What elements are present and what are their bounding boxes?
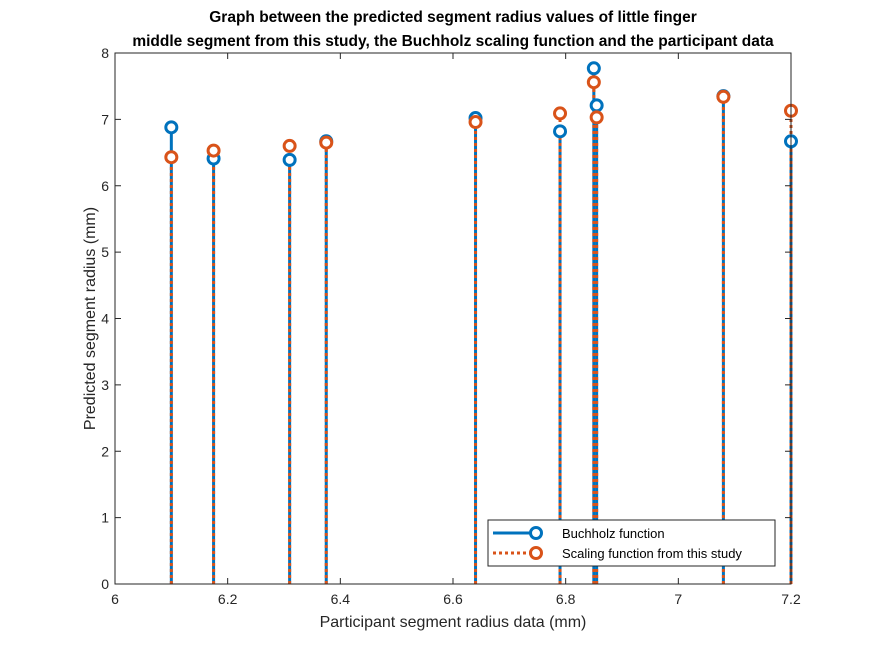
y-axis-ticks: 0 1 2 3 4 5 6 7 8 <box>101 45 791 592</box>
stem-marker-scaling <box>716 89 731 104</box>
x-tick-label: 6.8 <box>556 591 576 607</box>
stem-marker-buchholz <box>282 152 297 167</box>
y-tick-label: 7 <box>101 111 109 127</box>
x-tick-label: 6.4 <box>331 591 351 607</box>
plot-area <box>115 53 791 584</box>
stem-marker-scaling <box>586 75 601 90</box>
stem-marker-scaling <box>589 110 604 125</box>
legend-marker-buchholz <box>529 526 543 540</box>
y-axis-label: Predicted segment radius (mm) <box>82 207 99 430</box>
y-tick-label: 1 <box>101 510 109 526</box>
legend-label-scaling: Scaling function from this study <box>562 546 742 561</box>
y-tick-label: 5 <box>101 244 109 260</box>
legend-label-buchholz: Buchholz function <box>562 526 665 541</box>
stem-marker-scaling <box>319 135 334 150</box>
y-tick-label: 8 <box>101 45 109 61</box>
x-tick-label: 6.2 <box>218 591 238 607</box>
legend-marker-scaling <box>529 546 543 560</box>
legend-item-scaling: Scaling function from this study <box>493 546 742 561</box>
y-tick-label: 2 <box>101 443 109 459</box>
x-axis-label: Participant segment radius data (mm) <box>320 614 587 631</box>
x-tick-label: 6.6 <box>443 591 463 607</box>
chart-title-line-1: Graph between the predicted segment radi… <box>209 9 697 26</box>
stem-lines <box>169 68 793 584</box>
x-tick-label: 7 <box>674 591 682 607</box>
stem-marker-scaling <box>553 106 568 121</box>
y-tick-label: 6 <box>101 178 109 194</box>
stem-marker-scaling <box>164 150 179 165</box>
legend: Buchholz function Scaling function from … <box>487 519 776 567</box>
stem-series <box>164 61 798 584</box>
stem-marker-buchholz <box>589 98 604 113</box>
stem-marker-scaling <box>206 143 221 158</box>
stem-marker-scaling <box>282 138 297 153</box>
legend-item-buchholz: Buchholz function <box>493 526 665 541</box>
stem-marker-buchholz <box>586 61 601 76</box>
stem-marker-buchholz <box>553 124 568 139</box>
x-tick-label: 6 <box>111 591 119 607</box>
stem-marker-scaling <box>468 115 483 130</box>
stem-marker-buchholz <box>164 120 179 135</box>
x-tick-label: 7.2 <box>781 591 801 607</box>
y-tick-label: 3 <box>101 377 109 393</box>
chart-title: Graph between the predicted segment radi… <box>132 9 774 50</box>
y-tick-label: 0 <box>101 576 109 592</box>
chart-title-line-2: middle segment from this study, the Buch… <box>132 33 774 50</box>
x-axis-ticks: 6 6.2 6.4 6.6 6.8 7 7.2 <box>111 53 801 607</box>
y-tick-label: 4 <box>101 311 109 327</box>
